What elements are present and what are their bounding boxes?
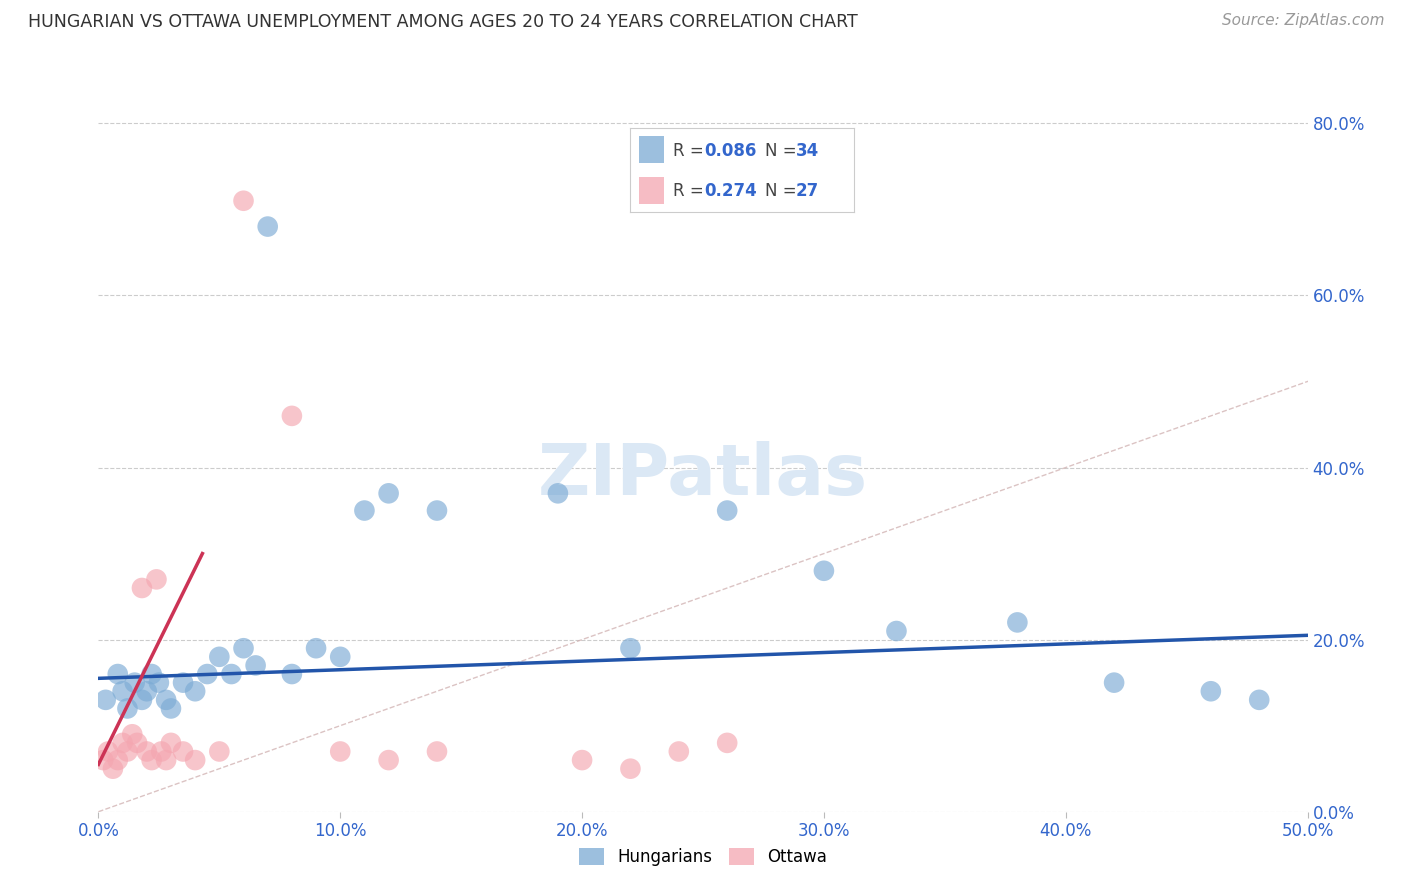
- Point: [668, 744, 690, 758]
- Point: [547, 486, 569, 500]
- Point: [91, 753, 114, 767]
- Point: [716, 736, 738, 750]
- Point: [232, 194, 254, 208]
- Point: [232, 641, 254, 656]
- Text: N =: N =: [765, 182, 801, 200]
- Point: [571, 753, 593, 767]
- Point: [377, 753, 399, 767]
- Point: [155, 753, 177, 767]
- Point: [160, 736, 183, 750]
- Text: 34: 34: [796, 142, 820, 160]
- Point: [145, 573, 167, 587]
- Text: R =: R =: [673, 182, 709, 200]
- Text: 0.274: 0.274: [704, 182, 756, 200]
- Point: [117, 701, 139, 715]
- Point: [135, 684, 157, 698]
- Point: [160, 701, 183, 715]
- Point: [1007, 615, 1029, 630]
- Text: 0.086: 0.086: [704, 142, 756, 160]
- Point: [150, 744, 173, 758]
- Bar: [640, 177, 664, 203]
- Point: [172, 675, 194, 690]
- Point: [111, 684, 134, 698]
- Point: [94, 693, 117, 707]
- Point: [886, 624, 908, 638]
- Bar: [640, 136, 664, 163]
- Text: ZIPatlas: ZIPatlas: [538, 441, 868, 509]
- Point: [131, 581, 153, 595]
- Point: [1199, 684, 1222, 698]
- Point: [245, 658, 267, 673]
- Point: [141, 753, 163, 767]
- Point: [172, 744, 194, 758]
- Point: [135, 744, 157, 758]
- Point: [329, 649, 352, 664]
- Point: [121, 727, 143, 741]
- Point: [184, 753, 207, 767]
- Point: [1102, 675, 1125, 690]
- Point: [1249, 693, 1271, 707]
- Point: [426, 744, 449, 758]
- Point: [97, 744, 120, 758]
- Legend: Hungarians, Ottawa: Hungarians, Ottawa: [572, 841, 834, 873]
- Point: [305, 641, 328, 656]
- Point: [281, 667, 304, 681]
- Point: [107, 667, 129, 681]
- Point: [716, 503, 738, 517]
- Text: Source: ZipAtlas.com: Source: ZipAtlas.com: [1222, 13, 1385, 29]
- Point: [256, 219, 278, 234]
- Point: [117, 744, 139, 758]
- Point: [184, 684, 207, 698]
- Text: HUNGARIAN VS OTTAWA UNEMPLOYMENT AMONG AGES 20 TO 24 YEARS CORRELATION CHART: HUNGARIAN VS OTTAWA UNEMPLOYMENT AMONG A…: [28, 13, 858, 31]
- Point: [353, 503, 375, 517]
- Point: [124, 675, 146, 690]
- Text: 27: 27: [796, 182, 820, 200]
- Point: [131, 693, 153, 707]
- Point: [155, 693, 177, 707]
- Point: [208, 744, 231, 758]
- Point: [195, 667, 218, 681]
- Point: [619, 762, 641, 776]
- Point: [111, 736, 134, 750]
- Point: [208, 649, 231, 664]
- Point: [813, 564, 835, 578]
- Point: [101, 762, 124, 776]
- Point: [141, 667, 163, 681]
- Point: [426, 503, 449, 517]
- Point: [127, 736, 149, 750]
- Point: [107, 753, 129, 767]
- Point: [148, 675, 170, 690]
- Point: [619, 641, 641, 656]
- Text: N =: N =: [765, 142, 801, 160]
- Point: [377, 486, 399, 500]
- Text: R =: R =: [673, 142, 709, 160]
- Point: [329, 744, 352, 758]
- Point: [221, 667, 243, 681]
- Point: [281, 409, 304, 423]
